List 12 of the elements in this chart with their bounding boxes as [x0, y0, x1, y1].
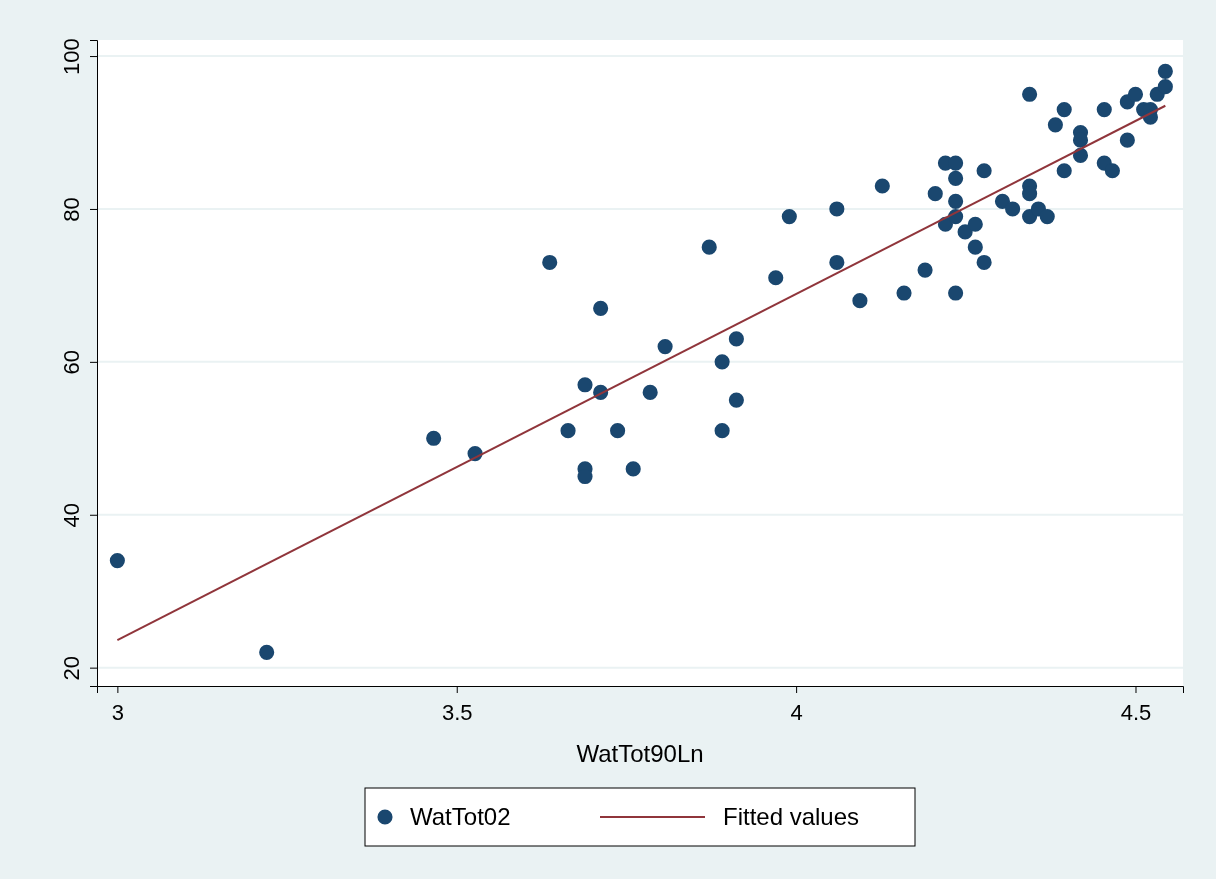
x-tick-label: 4.5	[1120, 700, 1152, 726]
y-tick-label: 60	[58, 350, 84, 375]
y-tick-label: 20	[58, 655, 84, 681]
y-tick-label: 40	[58, 503, 84, 528]
x-tick-label: 4	[790, 700, 803, 726]
x-axis-title: WatTot90Ln	[576, 740, 704, 767]
y-tick-label: 80	[58, 197, 84, 222]
x-tick-label: 3.5	[441, 700, 473, 726]
y-tick-label: 100	[58, 38, 84, 75]
x-tick-label: 3	[111, 700, 124, 726]
legend-label: Fitted values	[723, 803, 860, 831]
legend-label: WatTot02	[410, 803, 511, 831]
